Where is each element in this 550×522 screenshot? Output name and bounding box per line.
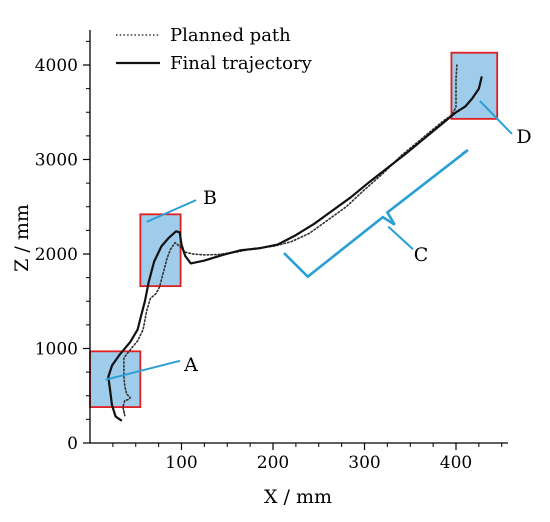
callout-a-label: A (183, 354, 198, 376)
callout-c-brace (283, 148, 469, 279)
callout-b-label: B (203, 187, 217, 209)
series-layer (107, 64, 483, 422)
highlight-regions (89, 51, 499, 408)
callout-c-leader (387, 225, 414, 251)
y-tick-label: 4000 (35, 56, 78, 76)
y-tick-label: 1000 (35, 340, 78, 360)
x-tick-label: 100 (165, 453, 197, 473)
callout-a-leader (105, 359, 181, 381)
planned-path-line (122, 64, 458, 417)
callout-d-leader (479, 100, 513, 135)
legend-planned-label: Planned path (170, 25, 291, 46)
x-tick-label: 300 (348, 453, 380, 473)
y-tick-label: 2000 (35, 245, 78, 265)
legend-final-label: Final trajectory (170, 53, 313, 74)
axes (89, 30, 508, 444)
x-tick-label: 200 (257, 453, 289, 473)
x-axis-label: X / mm (264, 486, 332, 508)
region-d-box (450, 51, 499, 120)
y-axis-label: Z / mm (11, 204, 33, 272)
callout-c-label: C (414, 244, 429, 266)
callout-d-label: D (516, 126, 531, 148)
callout-b-leader (146, 199, 197, 223)
y-tick-label: 0 (67, 434, 78, 454)
y-tick-label: 3000 (35, 151, 78, 171)
x-tick-label: 400 (440, 453, 472, 473)
legend: Planned path Final trajectory (116, 25, 313, 74)
callouts: A B C D (105, 100, 532, 381)
final-trajectory-line (107, 76, 483, 422)
